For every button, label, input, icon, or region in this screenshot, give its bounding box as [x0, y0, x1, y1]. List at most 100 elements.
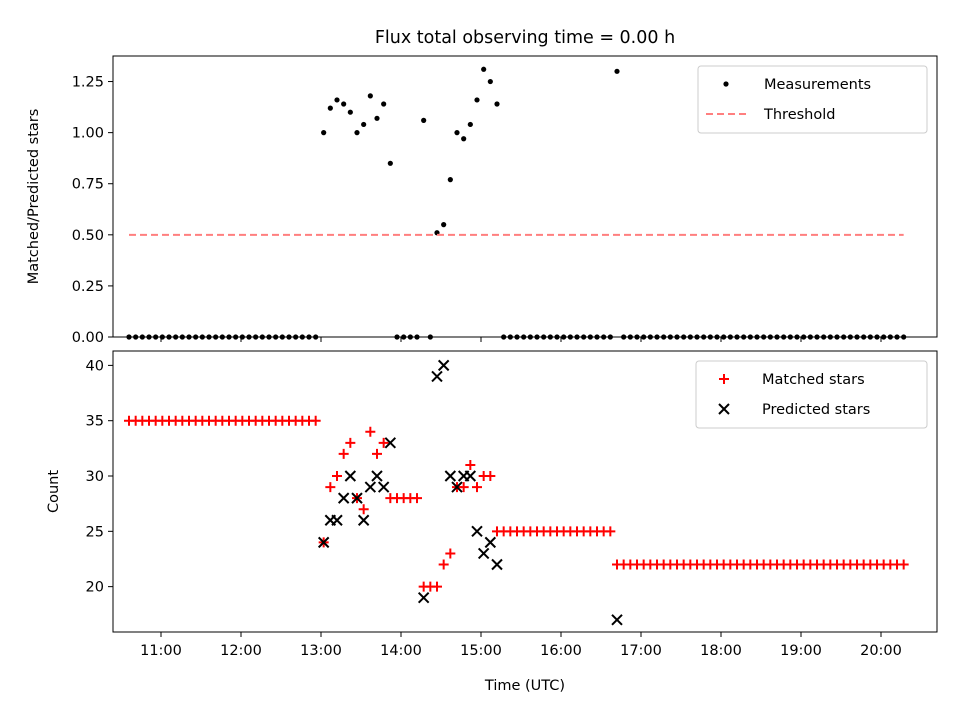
matched-point — [325, 482, 336, 493]
measurement-point — [527, 334, 533, 340]
measurement-point — [821, 334, 827, 340]
measurement-point — [561, 334, 567, 340]
measurement-point — [286, 334, 292, 340]
measurement-point — [421, 117, 427, 123]
measurement-point — [387, 160, 393, 166]
bottom-panel: 11:00 12:00 13:00 14:00 15:00 16:00 17:00 18:00… — [46, 350, 938, 659]
measurement-point — [581, 334, 587, 340]
measurement-point — [567, 334, 573, 340]
predicted-point — [491, 558, 503, 571]
y-tick-label: 0.50 — [72, 228, 104, 244]
measurement-point — [199, 334, 205, 340]
measurement-point — [541, 334, 547, 340]
matched-point — [332, 471, 342, 482]
measurement-point — [126, 334, 132, 340]
y-tick-label: 0.00 — [72, 330, 104, 346]
x-tick-label: 16:00 — [540, 643, 582, 659]
measurement-point — [687, 334, 693, 340]
measurement-point — [481, 66, 487, 72]
measurement-point — [321, 130, 327, 136]
measurement-point — [674, 334, 680, 340]
x-tick-label: 13:00 — [300, 643, 342, 659]
y-tick-label: 1.00 — [72, 126, 104, 142]
x-axis-label: Time (UTC) — [484, 678, 565, 694]
measurement-point — [259, 334, 265, 340]
measurement-point — [694, 334, 700, 340]
measurement-point — [601, 334, 607, 340]
measurement-point — [206, 334, 212, 340]
measurement-point — [266, 334, 272, 340]
predicted-point — [351, 492, 363, 504]
measurement-point — [467, 121, 473, 128]
measurement-point — [827, 334, 833, 340]
predicted-point — [611, 614, 623, 626]
measurement-point — [574, 334, 580, 340]
legend-marker — [718, 403, 730, 415]
measurement-point — [874, 334, 880, 340]
measurement-point — [901, 334, 907, 340]
measurement-point — [279, 334, 285, 340]
measurement-point — [721, 334, 727, 340]
measurement-point — [213, 334, 219, 340]
measurement-point — [401, 334, 407, 340]
measurement-point — [273, 334, 279, 340]
measurement-point — [246, 334, 252, 340]
measurement-point — [854, 334, 860, 340]
measurement-point — [313, 334, 319, 340]
measurement-point — [381, 101, 387, 107]
x-tick-label: 17:00 — [620, 643, 662, 659]
chart-title: Flux total observing time = 0.00 h — [375, 28, 675, 48]
measurement-point — [507, 334, 513, 340]
predicted-point — [377, 481, 390, 493]
measurement-point — [667, 334, 673, 340]
y-tick-label: 25 — [86, 524, 104, 540]
predicted-point — [431, 370, 443, 383]
measurement-point — [627, 334, 633, 340]
measurement-point — [347, 109, 353, 115]
measurement-point — [193, 334, 199, 340]
predicted-point — [451, 481, 463, 493]
matched-point — [432, 581, 442, 592]
measurement-point — [747, 334, 753, 340]
measurement-point — [614, 68, 620, 74]
measurement-point — [407, 334, 413, 340]
y-tick-label: 40 — [86, 358, 104, 374]
matched-point — [365, 426, 376, 437]
matched-point — [898, 559, 909, 570]
legend-label: Threshold — [763, 107, 835, 123]
measurement-point — [514, 334, 520, 340]
measurement-point — [881, 334, 887, 340]
measurement-point — [787, 334, 793, 340]
measurement-point — [594, 334, 600, 340]
measurement-point — [761, 334, 767, 340]
x-tick-label: 18:00 — [700, 643, 742, 659]
measurement-point — [461, 136, 467, 142]
predicted-point — [337, 492, 350, 504]
measurement-point — [501, 334, 507, 340]
measurement-point — [714, 334, 720, 340]
matched-point — [458, 482, 469, 493]
legend-box — [695, 360, 928, 429]
measurement-point — [487, 78, 493, 85]
y-tick-label: 35 — [86, 414, 104, 430]
measurement-point — [146, 334, 152, 340]
legend-marker — [719, 374, 729, 384]
matched-point — [465, 459, 476, 470]
measurement-point — [867, 334, 873, 340]
matched-point — [338, 448, 349, 459]
legend: Measurements Threshold — [697, 65, 928, 134]
measurement-point — [521, 334, 527, 340]
measurement-point — [354, 130, 360, 136]
matched-point — [345, 437, 356, 448]
measurement-point — [681, 334, 687, 340]
matched-point — [358, 504, 369, 515]
measurement-point — [299, 334, 305, 340]
top-panel: 0.00 0.25 0.50 0.75 1.00 1.25 Matched/Predicte… — [26, 55, 938, 346]
measurement-point — [767, 334, 773, 340]
series-matched-stars — [124, 415, 909, 592]
measurement-point — [781, 334, 787, 340]
predicted-point — [357, 514, 370, 526]
predicted-point — [371, 470, 383, 482]
matched-point — [412, 493, 422, 504]
